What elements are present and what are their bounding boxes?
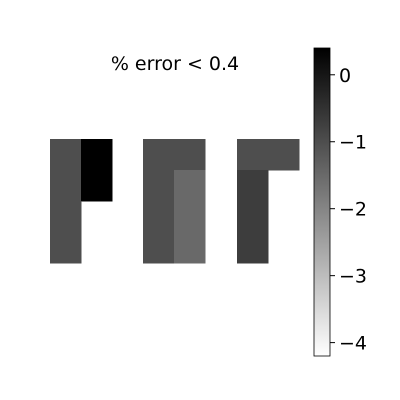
colorbar-tick-label: 0 <box>339 65 351 87</box>
colorbar-gradient <box>313 47 331 357</box>
heatmap-cell <box>174 201 206 233</box>
heatmap-panel-1 <box>50 139 113 264</box>
heatmap-cell <box>50 201 82 233</box>
heatmap-cell <box>50 139 82 171</box>
heatmap-cell <box>50 170 82 202</box>
heatmap-cell <box>50 232 82 264</box>
heatmap-cell <box>237 201 269 233</box>
heatmap-cell <box>143 232 175 264</box>
colorbar: 0 −1 −2 −3 −4 <box>313 47 367 357</box>
colorbar-ticks: 0 −1 −2 −3 −4 <box>330 65 367 355</box>
colorbar-tick-label: −1 <box>339 132 367 154</box>
colorbar-tick-label: −4 <box>339 333 367 355</box>
heatmap-cell <box>174 232 206 264</box>
heatmap-cell <box>268 139 300 171</box>
heatmap-cell <box>143 139 175 171</box>
heatmap-cell <box>81 170 113 202</box>
heatmap-cell <box>174 139 206 171</box>
heatmap-panel-3 <box>237 139 300 264</box>
colorbar-tick-label: −3 <box>339 266 367 288</box>
heatmap-panel-2 <box>143 139 206 264</box>
heatmap-cell <box>237 170 269 202</box>
colorbar-tick-label: −2 <box>339 199 367 221</box>
heatmap-cell <box>143 170 175 202</box>
heatmap-panels <box>50 139 300 264</box>
heatmap-cell <box>174 170 206 202</box>
heatmap-cell <box>143 201 175 233</box>
heatmap-cell <box>81 139 113 171</box>
chart-title: % error < 0.4 <box>111 53 239 75</box>
heatmap-cell <box>237 139 269 171</box>
heatmap-cell <box>237 232 269 264</box>
